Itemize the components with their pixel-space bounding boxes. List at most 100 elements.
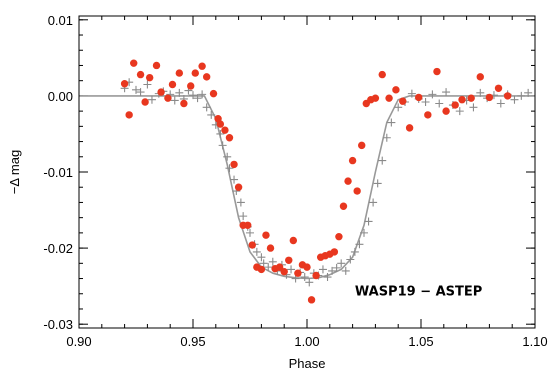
dot-point [467, 94, 475, 102]
dot-point [175, 69, 184, 77]
plus-point [428, 90, 437, 99]
plus-point [318, 265, 327, 274]
x-axis-label: Phase [289, 356, 326, 371]
plus-point [175, 88, 184, 97]
plus-point [300, 273, 309, 282]
dot-point [225, 134, 234, 142]
dot-point [191, 69, 199, 77]
plus-series [120, 78, 533, 287]
dot-point [371, 94, 380, 102]
x-tick-label: 1.10 [522, 334, 547, 349]
plus-point [382, 133, 391, 142]
dot-point [244, 221, 252, 229]
dot-point [353, 187, 361, 195]
plus-point [360, 228, 368, 237]
plus-point [207, 110, 216, 119]
plus-point [236, 198, 245, 207]
plus-point [517, 91, 526, 100]
dot-point [157, 88, 165, 96]
model-curve [79, 95, 535, 280]
dot-point [230, 160, 238, 169]
dot-point [433, 67, 441, 76]
axis-ticks [78, 16, 536, 328]
dot-point [494, 84, 503, 92]
dot-point [216, 120, 225, 128]
plus-point [252, 247, 261, 256]
dot-point [285, 256, 293, 264]
dot-point [348, 156, 357, 165]
plus-point [496, 99, 505, 108]
plus-point [524, 88, 533, 97]
model-line [79, 95, 535, 280]
dot-point [476, 73, 484, 81]
dot-point [187, 82, 195, 90]
x-tick-label: 0.95 [180, 334, 205, 349]
plus-point [198, 90, 207, 99]
plus-point [387, 118, 396, 127]
dot-point [385, 94, 393, 102]
plus-point [132, 85, 140, 94]
dot-point [344, 177, 352, 185]
dot-point [442, 107, 450, 115]
x-tick-label: 1.00 [294, 334, 319, 349]
plus-point [268, 257, 277, 266]
plus-point [264, 263, 273, 272]
dot-point [392, 86, 400, 94]
dot-point [275, 263, 284, 271]
dot-point [248, 241, 256, 249]
plus-point [202, 103, 211, 112]
plus-point [469, 103, 478, 112]
dot-point [451, 101, 459, 109]
dot-point [378, 70, 386, 79]
dot-point [280, 267, 288, 276]
y-tick-label: -0.03 [43, 317, 73, 332]
plus-point [170, 96, 179, 105]
dot-point [294, 269, 302, 277]
dot-point [209, 89, 218, 98]
dot-point [399, 97, 407, 105]
dot-point [257, 265, 266, 274]
plus-point [355, 240, 364, 249]
plus-point [136, 88, 145, 97]
dot-point [145, 73, 154, 82]
plus-point [364, 217, 373, 226]
plus-point [230, 175, 239, 184]
dot-point [130, 59, 138, 67]
plus-point [510, 95, 519, 104]
plus-point [332, 263, 341, 272]
y-tick-label: 0.01 [48, 13, 73, 28]
dot-point [458, 96, 466, 104]
plus-point [369, 198, 378, 207]
plus-point [476, 88, 485, 97]
plus-point [337, 259, 346, 268]
plus-point [373, 179, 382, 188]
plus-point [442, 88, 451, 97]
dot-point [164, 94, 172, 102]
y-tick-label: -0.01 [43, 165, 73, 180]
plus-point [246, 228, 254, 237]
plus-point [341, 266, 350, 275]
dot-point [424, 111, 432, 119]
x-tick-label: 0.90 [66, 334, 91, 349]
plus-point [223, 152, 232, 161]
y-axis-label: −Δ mag [7, 150, 22, 194]
dot-point [303, 263, 311, 271]
dot-point [485, 93, 494, 102]
plus-point [305, 278, 314, 287]
dot-point [202, 73, 211, 81]
plus-point [435, 99, 444, 108]
y-tick-label: 0.00 [48, 89, 73, 104]
dot-point [358, 141, 366, 150]
dot-point [168, 80, 177, 89]
dot-point [330, 248, 339, 256]
dot-point [289, 236, 298, 245]
plus-point [407, 89, 416, 98]
axis-tick-labels: 0.90 0.95 1.00 1.05 1.10 0.01 0.00 -0.01 -0.02 -0… [43, 13, 547, 349]
y-tick-label: -0.02 [43, 241, 73, 256]
dot-point [152, 61, 161, 70]
dot-point [339, 202, 348, 210]
dot-point [266, 244, 275, 252]
dot-point [405, 124, 414, 132]
dot-point [180, 99, 188, 108]
dot-point [503, 92, 512, 100]
